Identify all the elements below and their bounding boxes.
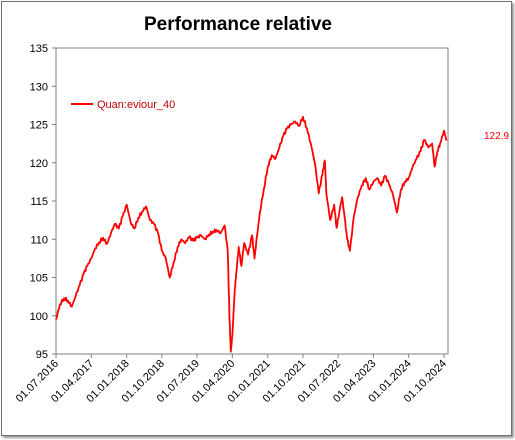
y-tick-label: 100 [30, 311, 48, 323]
y-tick-label: 130 [30, 81, 48, 93]
y-tick-label: 105 [30, 273, 48, 285]
x-axis: 01.07.201601.04.201701.01.201801.10.2018… [14, 354, 449, 405]
legend: Quan:eviour_40 [71, 99, 175, 111]
y-tick-label: 115 [30, 196, 48, 208]
y-tick-label: 125 [30, 120, 48, 132]
y-tick-label: 120 [30, 158, 48, 170]
y-tick-label: 95 [36, 349, 48, 361]
y-tick-label: 110 [30, 234, 48, 246]
y-tick-label: 135 [30, 43, 48, 55]
legend-label: Quan:eviour_40 [97, 99, 175, 111]
y-axis: 95 100 105 110 115 120 125 130 135 [30, 43, 56, 361]
chart-title: Performance relative [144, 14, 332, 35]
series-line [55, 115, 448, 353]
series-layer [55, 115, 448, 353]
plot-area [55, 47, 449, 355]
end-value-label: 122.9 [484, 131, 509, 142]
